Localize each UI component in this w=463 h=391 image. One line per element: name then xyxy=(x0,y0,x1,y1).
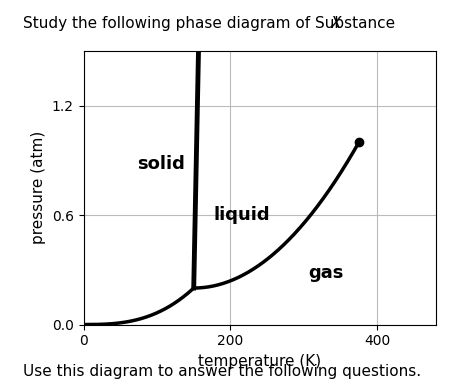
Text: Study the following phase diagram of Substance: Study the following phase diagram of Sub… xyxy=(23,16,400,30)
Text: solid: solid xyxy=(137,155,184,173)
Text: liquid: liquid xyxy=(213,206,269,224)
Text: X: X xyxy=(330,16,340,30)
Y-axis label: pressure (atm): pressure (atm) xyxy=(31,131,46,244)
Text: gas: gas xyxy=(307,264,343,282)
Text: Use this diagram to answer the following questions.: Use this diagram to answer the following… xyxy=(23,364,420,379)
X-axis label: temperature (K): temperature (K) xyxy=(198,354,321,369)
